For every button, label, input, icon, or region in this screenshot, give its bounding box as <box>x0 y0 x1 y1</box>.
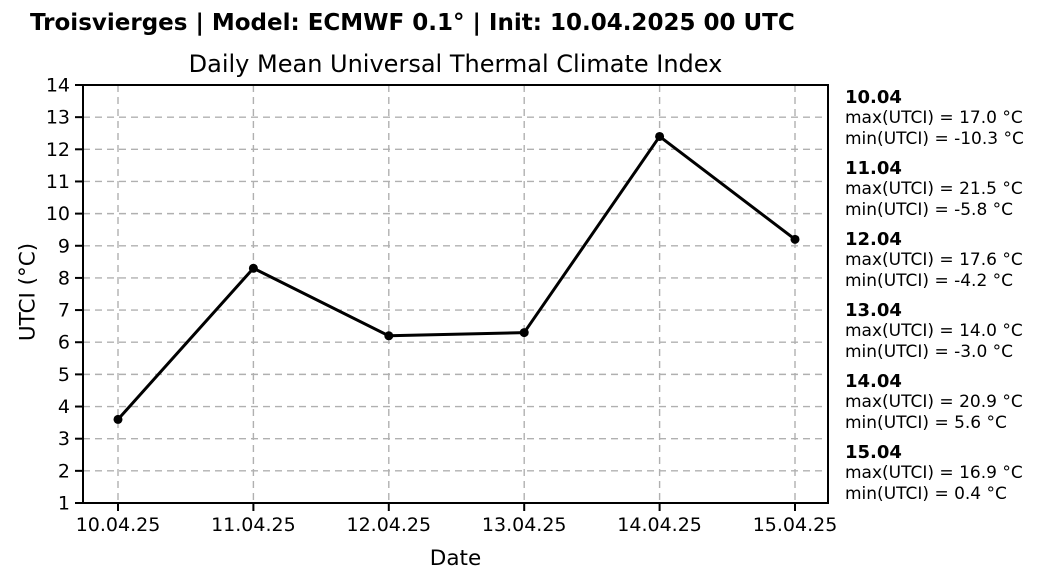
data-point <box>519 328 529 338</box>
y-tick-label: 2 <box>58 460 70 482</box>
y-tick-label: 4 <box>58 396 70 418</box>
annotation-block: 12.04 max(UTCI) = 17.6 °C min(UTCI) = -4.2… <box>845 229 1041 292</box>
y-tick-label: 10 <box>46 203 70 225</box>
annotation-min-utci: min(UTCI) = 5.6 °C <box>845 413 1007 433</box>
annotation-max-utci: max(UTCI) = 21.5 °C <box>845 179 1023 199</box>
x-tick-label: 14.04.25 <box>617 514 702 536</box>
y-tick-label: 11 <box>46 171 70 193</box>
annotation-block: 14.04 max(UTCI) = 20.9 °C min(UTCI) = 5.6 … <box>845 371 1041 434</box>
daily-stats-panel: 10.04 max(UTCI) = 17.0 °C min(UTCI) = -10.… <box>845 87 1041 513</box>
tick-marks <box>75 84 796 511</box>
annotation-min-utci: min(UTCI) = -3.0 °C <box>845 342 1014 362</box>
annotation-min-utci: min(UTCI) = -10.3 °C <box>845 129 1024 149</box>
annotation-max-utci: max(UTCI) = 16.9 °C <box>845 463 1023 483</box>
x-tick-label: 10.04.25 <box>76 514 161 536</box>
annotation-date: 14.04 <box>845 371 902 392</box>
y-tick-label: 13 <box>46 107 70 129</box>
grid-lines <box>83 85 828 503</box>
y-tick-label: 12 <box>46 139 70 161</box>
y-tick-label: 9 <box>58 235 70 257</box>
chart-title: Daily Mean Universal Thermal Climate Ind… <box>188 50 723 78</box>
y-tick-label: 7 <box>58 300 70 322</box>
annotation-date: 15.04 <box>845 442 902 463</box>
data-point <box>790 234 800 244</box>
annotation-block: 11.04 max(UTCI) = 21.5 °C min(UTCI) = -5.8… <box>845 158 1041 221</box>
x-tick-labels: 10.04.25 11.04.25 12.04.25 13.04.25 14.04.25… <box>76 514 838 536</box>
data-point-markers <box>113 131 800 424</box>
x-tick-label: 12.04.25 <box>346 514 431 536</box>
y-tick-label: 14 <box>46 75 70 97</box>
annotation-date: 13.04 <box>845 300 902 321</box>
annotation-block: 10.04 max(UTCI) = 17.0 °C min(UTCI) = -10.… <box>845 87 1041 150</box>
utci-series-line <box>116 134 797 421</box>
annotation-date: 10.04 <box>845 87 902 108</box>
annotation-min-utci: min(UTCI) = -5.8 °C <box>845 200 1014 220</box>
data-point <box>248 263 258 273</box>
annotation-min-utci: min(UTCI) = -4.2 °C <box>845 271 1014 291</box>
annotation-date: 12.04 <box>845 229 902 250</box>
data-point <box>113 414 123 424</box>
annotation-max-utci: max(UTCI) = 14.0 °C <box>845 321 1023 341</box>
annotation-block: 15.04 max(UTCI) = 16.9 °C min(UTCI) = 0.4 … <box>845 442 1041 505</box>
annotation-min-utci: min(UTCI) = 0.4 °C <box>845 484 1007 504</box>
annotation-max-utci: max(UTCI) = 17.0 °C <box>845 108 1023 128</box>
annotation-date: 11.04 <box>845 158 902 179</box>
page-title: Troisvierges | Model: ECMWF 0.1° | Init:… <box>30 10 795 36</box>
annotation-block: 13.04 max(UTCI) = 14.0 °C min(UTCI) = -3.0… <box>845 300 1041 363</box>
x-tick-label: 15.04.25 <box>753 514 838 536</box>
y-tick-label: 1 <box>58 493 70 515</box>
data-point <box>655 131 665 141</box>
x-tick-label: 13.04.25 <box>482 514 567 536</box>
plot-frame <box>82 84 829 504</box>
annotation-max-utci: max(UTCI) = 20.9 °C <box>845 392 1023 412</box>
data-point <box>384 331 394 341</box>
y-tick-label: 8 <box>58 267 70 289</box>
y-tick-label: 6 <box>58 332 70 354</box>
annotation-max-utci: max(UTCI) = 17.6 °C <box>845 250 1023 270</box>
y-tick-label: 5 <box>58 364 70 386</box>
x-tick-label: 11.04.25 <box>211 514 296 536</box>
x-axis-label: Date <box>429 546 482 571</box>
y-tick-label: 3 <box>58 428 70 450</box>
